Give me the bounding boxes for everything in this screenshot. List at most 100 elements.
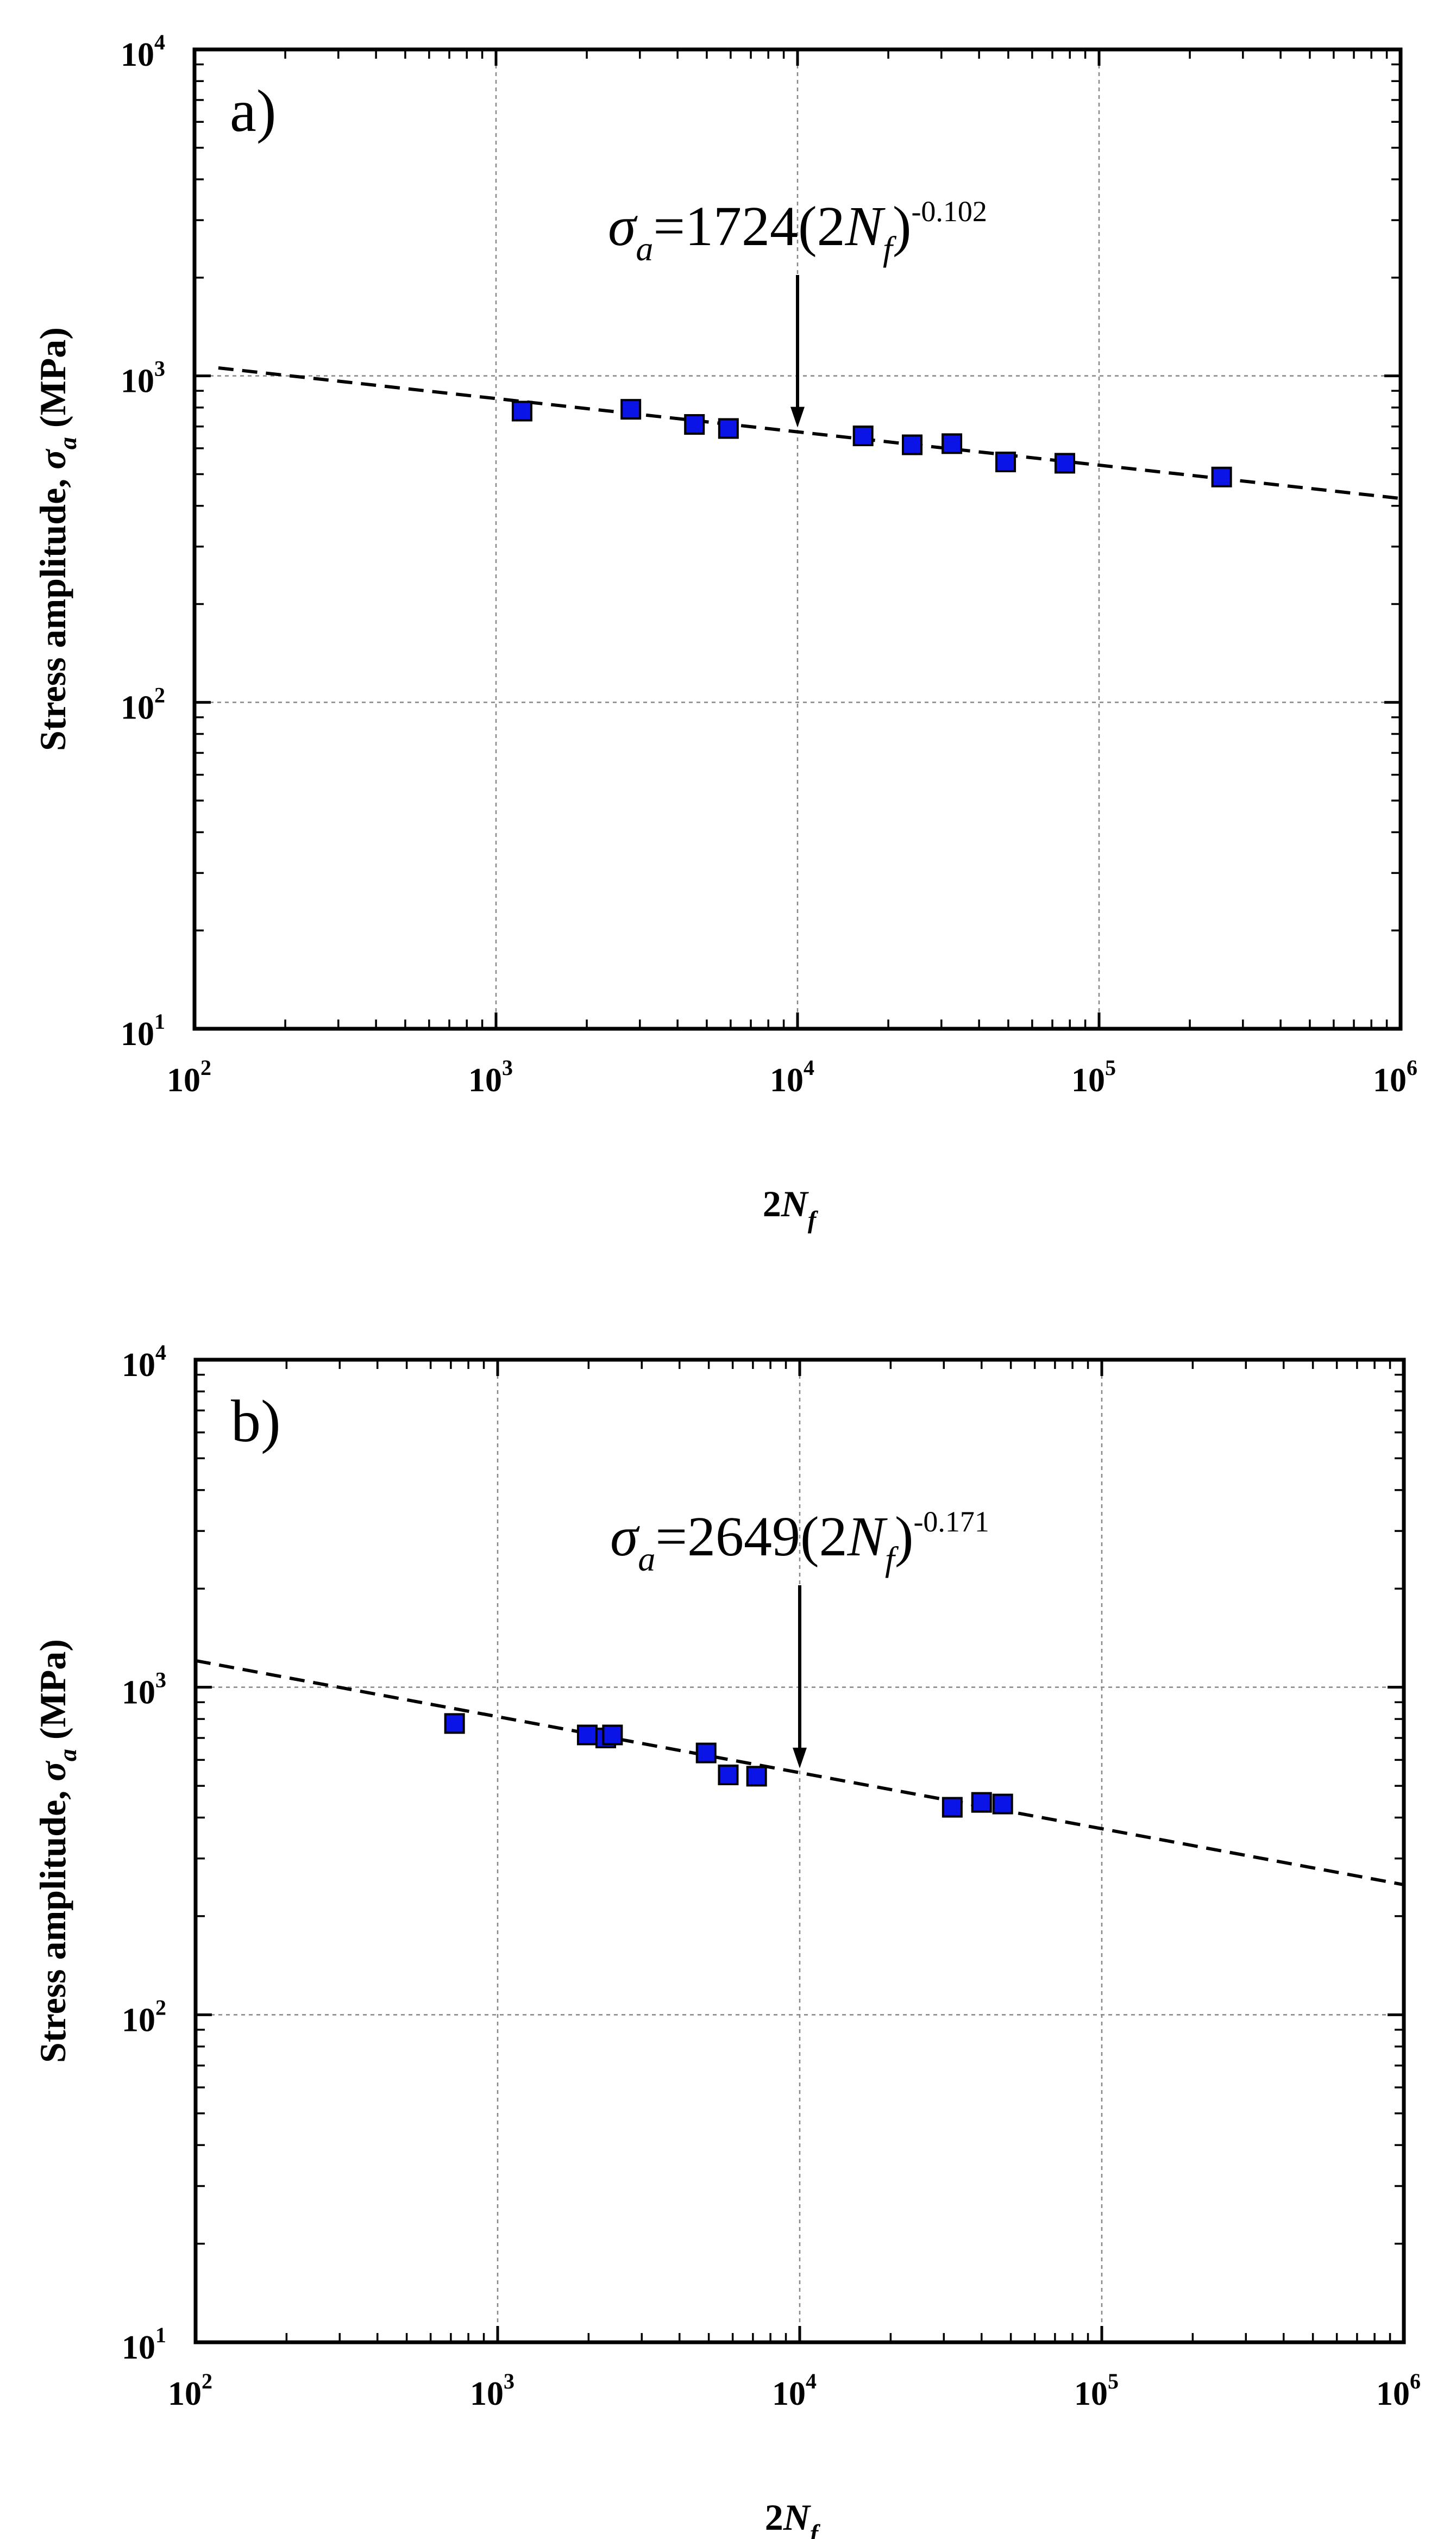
equation-symbol-subscript: a [636, 229, 653, 268]
plot-frame [193, 1358, 1406, 2344]
tick-exponent: 1 [155, 2323, 166, 2347]
tick-exponent: 2 [155, 1995, 166, 2019]
data-point [902, 434, 923, 455]
x-tick-label: 103 [470, 2369, 514, 2412]
x-axis-label: 2Nf [765, 2497, 821, 2539]
fit-equation: σa=2649(2Nf)-0.171 [610, 1505, 989, 1578]
data-point [746, 1766, 767, 1787]
y-axis-label: Stress amplitude, σa (MPa) [32, 327, 81, 751]
y-tick-label: 104 [122, 1340, 166, 1384]
y-label-symbol: σ [32, 448, 73, 470]
fit-line [218, 366, 1401, 501]
data-point [576, 1724, 598, 1746]
y-tick-label: 103 [121, 357, 165, 400]
x-tick-label: 102 [167, 1055, 211, 1099]
data-point [444, 1713, 465, 1734]
y-label-unit: (MPa) [32, 327, 73, 437]
data-point [942, 1797, 963, 1818]
data-point [620, 399, 642, 420]
y-tick-label: 101 [121, 1009, 165, 1053]
y-tick-label: 103 [122, 1668, 166, 1711]
x-label-variable: N [783, 2497, 812, 2538]
equation-exponent: -0.171 [913, 1505, 989, 1538]
tick-exponent: 6 [1407, 1055, 1417, 1080]
x-tick-label: 105 [1074, 2369, 1119, 2412]
data-point [695, 1742, 717, 1763]
tick-base: 10 [468, 1062, 502, 1099]
equation-close-paren: ) [893, 195, 912, 258]
tick-exponent: 4 [804, 1055, 814, 1080]
tick-base: 10 [1071, 1062, 1105, 1099]
tick-exponent: 5 [1105, 1055, 1116, 1080]
x-tick-label: 104 [772, 2369, 817, 2412]
data-point [971, 1792, 992, 1813]
x-tick-label: 102 [168, 2369, 212, 2412]
tick-base: 10 [770, 1062, 804, 1099]
panel-label: a) [230, 78, 276, 144]
tick-base: 10 [167, 1062, 200, 1099]
tick-base: 10 [168, 2375, 202, 2412]
equation-body: =2649(2 [655, 1505, 847, 1568]
tick-exponent: 4 [154, 30, 165, 54]
tick-exponent: 3 [504, 2369, 514, 2393]
tick-exponent: 4 [155, 1340, 166, 1365]
x-label-variable: N [781, 1183, 809, 1224]
y-tick-label: 102 [122, 1995, 166, 2038]
y-label-text: Stress amplitude, [32, 470, 73, 751]
tick-base: 10 [122, 2002, 155, 2038]
data-point [992, 1793, 1013, 1815]
equation-variable: N [845, 195, 886, 258]
tick-base: 10 [1376, 2375, 1410, 2412]
data-point [1055, 453, 1076, 474]
tick-base: 10 [122, 1674, 155, 1711]
y-axis-label: Stress amplitude, σa (MPa) [32, 1639, 81, 2063]
fit-equation: σa=1724(2Nf)-0.102 [608, 195, 987, 268]
tick-exponent: 1 [154, 1009, 165, 1034]
tick-exponent: 5 [1108, 2369, 1119, 2393]
tick-exponent: 3 [502, 1055, 513, 1080]
equation-body: =1724(2 [653, 195, 845, 258]
data-point [718, 1764, 739, 1785]
tick-base: 10 [122, 2329, 155, 2366]
tick-exponent: 3 [155, 1668, 166, 1692]
x-tick-label: 103 [468, 1055, 513, 1099]
y-label-subscript: a [54, 437, 81, 449]
annotation-arrow-head [793, 1747, 807, 1768]
y-tick-label: 101 [122, 2323, 166, 2366]
data-point [684, 414, 705, 435]
tick-base: 10 [772, 2375, 806, 2412]
x-label-subscript: f [810, 2519, 821, 2539]
data-point [602, 1724, 623, 1746]
data-point [942, 433, 963, 454]
y-label-text: Stress amplitude, [32, 1781, 73, 2063]
x-tick-label: 104 [770, 1055, 814, 1099]
panel-label: b) [231, 1388, 281, 1454]
data-point [718, 418, 739, 439]
tick-base: 10 [1373, 1062, 1407, 1099]
fit-line [195, 1659, 1404, 1886]
annotation-arrow-head [790, 407, 805, 428]
plot-frame [192, 47, 1403, 1031]
equation-variable: N [847, 1505, 888, 1568]
tick-base: 10 [470, 2375, 504, 2412]
x-tick-label: 106 [1376, 2369, 1421, 2412]
equation-symbol: σ [610, 1505, 640, 1568]
x-label-number: 2 [765, 2497, 783, 2538]
tick-exponent: 2 [202, 2369, 212, 2393]
x-tick-label: 106 [1373, 1055, 1417, 1099]
tick-base: 10 [1074, 2375, 1108, 2412]
x-label-subscript: f [808, 1206, 819, 1234]
data-point [852, 426, 874, 447]
y-tick-label: 104 [121, 30, 165, 73]
equation-exponent: -0.102 [911, 195, 987, 228]
data-point [1211, 466, 1232, 487]
tick-base: 10 [122, 1347, 155, 1384]
tick-base: 10 [121, 1016, 154, 1053]
tick-base: 10 [121, 689, 154, 726]
tick-exponent: 2 [200, 1055, 211, 1080]
y-label-symbol: σ [32, 1760, 73, 1781]
equation-symbol: σ [608, 195, 638, 258]
